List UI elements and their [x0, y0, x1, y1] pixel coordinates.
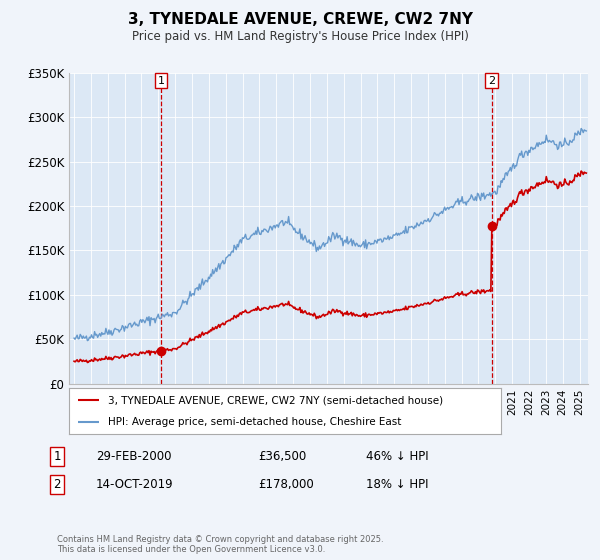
- Text: 3, TYNEDALE AVENUE, CREWE, CW2 7NY (semi-detached house): 3, TYNEDALE AVENUE, CREWE, CW2 7NY (semi…: [108, 395, 443, 405]
- Text: £178,000: £178,000: [258, 478, 314, 491]
- Text: 1: 1: [158, 76, 164, 86]
- Text: Contains HM Land Registry data © Crown copyright and database right 2025.
This d: Contains HM Land Registry data © Crown c…: [57, 535, 383, 554]
- Text: 18% ↓ HPI: 18% ↓ HPI: [366, 478, 428, 491]
- Text: £36,500: £36,500: [258, 450, 306, 463]
- Text: 1: 1: [53, 450, 61, 463]
- Text: Price paid vs. HM Land Registry's House Price Index (HPI): Price paid vs. HM Land Registry's House …: [131, 30, 469, 43]
- Text: 2: 2: [488, 76, 496, 86]
- Text: 46% ↓ HPI: 46% ↓ HPI: [366, 450, 428, 463]
- Text: 2: 2: [53, 478, 61, 491]
- Text: 14-OCT-2019: 14-OCT-2019: [96, 478, 173, 491]
- Text: HPI: Average price, semi-detached house, Cheshire East: HPI: Average price, semi-detached house,…: [108, 417, 401, 427]
- Text: 3, TYNEDALE AVENUE, CREWE, CW2 7NY: 3, TYNEDALE AVENUE, CREWE, CW2 7NY: [128, 12, 473, 27]
- Text: 29-FEB-2000: 29-FEB-2000: [96, 450, 172, 463]
